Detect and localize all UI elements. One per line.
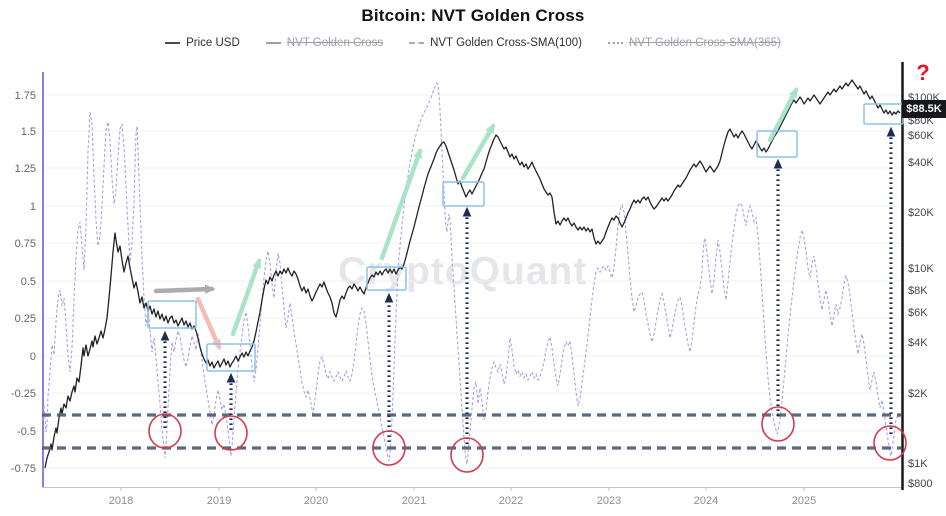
y-axis-left-label: 0.5 [21, 276, 36, 288]
price-consolidation-rect [366, 266, 407, 291]
y-axis-right-label: $800 [908, 478, 932, 490]
legend-item-nvt-golden-cross[interactable]: NVT Golden Cross [265, 37, 384, 49]
legend-label: NVT Golden Cross [286, 37, 384, 49]
question-mark-icon: ? [916, 60, 930, 85]
y-axis-left-label: 0 [30, 351, 36, 363]
trend-arrow-pink [195, 296, 222, 351]
legend-label: Price USD [186, 37, 240, 49]
y-axis-left-label: 1.75 [15, 90, 36, 102]
price-consolidation-rect [756, 130, 798, 158]
legend: Price USD NVT Golden Cross NVT Golden Cros… [0, 37, 946, 49]
y-axis-left-label: 0.25 [15, 313, 36, 325]
nvt-low-circle [761, 406, 795, 442]
y-axis-right-label: $40K [908, 157, 934, 169]
price-consolidation-rect [442, 181, 485, 207]
trend-arrow-gray [153, 284, 216, 294]
y-axis-right-label: $10K [908, 263, 934, 275]
y-axis-left-label: -0.25 [11, 388, 36, 400]
nvt-low-circle [148, 413, 182, 449]
x-axis-label: 2018 [109, 495, 133, 507]
current-price-badge: $88.5K [902, 100, 946, 118]
y-axis-left-label: -0.5 [17, 426, 36, 438]
y-axis-left-label: 1 [30, 201, 36, 213]
y-axis-right-label: $8K [908, 285, 928, 297]
trend-arrow-green [379, 147, 423, 261]
y-axis-right-label: $4K [908, 337, 928, 349]
x-axis-label: 2020 [304, 495, 328, 507]
x-axis-label: 2021 [402, 495, 426, 507]
price-consolidation-rect [147, 300, 197, 329]
y-axis-right-label: $1K [908, 458, 928, 470]
y-axis-left-label: 0.75 [15, 238, 36, 250]
legend-swatch-icon [265, 42, 281, 44]
x-axis-label: 2019 [207, 495, 231, 507]
legend-item-nvt-golden-cross-sma-365-[interactable]: NVT Golden Cross-SMA(365) [607, 37, 781, 49]
x-axis-label: 2024 [694, 495, 718, 507]
y-axis-right-label: $80K [908, 115, 934, 127]
legend-label: NVT Golden Cross-SMA(365) [628, 37, 781, 49]
y-axis-left-label: -0.75 [11, 463, 36, 475]
legend-label: NVT Golden Cross-SMA(100) [430, 37, 582, 49]
nvt-low-circle [873, 425, 907, 461]
y-axis-right-label: $20K [908, 207, 934, 219]
y-axis-right-label: $6K [908, 307, 928, 319]
nvt-golden-cross-sma100-line [42, 81, 901, 465]
plot-area[interactable] [42, 72, 901, 487]
nvt-low-circle [450, 437, 484, 473]
nvt-low-circle [372, 430, 406, 466]
y-axis-right-label: $60K [908, 130, 934, 142]
legend-swatch-icon [607, 42, 623, 44]
price-consolidation-rect [206, 343, 256, 372]
legend-swatch-icon [165, 42, 181, 44]
x-axis-label: 2025 [792, 495, 816, 507]
legend-swatch-icon [409, 42, 425, 44]
y-axis-right-label: $2K [908, 388, 928, 400]
legend-item-price-usd[interactable]: Price USD [165, 37, 240, 49]
trend-arrow-green [460, 122, 496, 181]
x-axis-label: 2023 [597, 495, 621, 507]
nvt-low-circle [214, 415, 248, 451]
legend-item-nvt-golden-cross-sma-100-[interactable]: NVT Golden Cross-SMA(100) [409, 37, 582, 49]
y-axis-left-label: 1.5 [21, 126, 36, 138]
y-axis-left-label: 1.25 [15, 163, 36, 175]
x-axis-label: 2022 [499, 495, 523, 507]
chart-title: Bitcoin: NVT Golden Cross [361, 6, 585, 25]
trend-arrow-green [230, 257, 262, 337]
